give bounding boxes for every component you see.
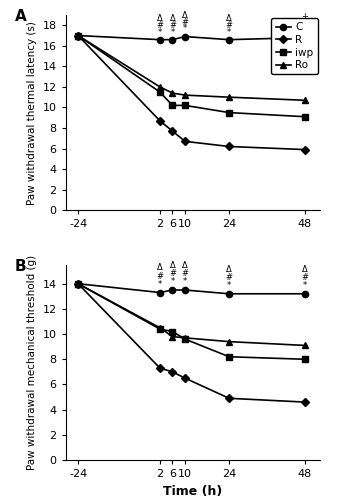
Ro bbox=[302, 98, 307, 103]
C bbox=[227, 36, 231, 43]
Text: *: * bbox=[227, 281, 231, 290]
C bbox=[170, 287, 175, 293]
C bbox=[183, 34, 187, 40]
C bbox=[227, 291, 231, 297]
Text: *: * bbox=[183, 24, 187, 34]
Text: #: # bbox=[182, 18, 189, 27]
Ro bbox=[183, 335, 187, 341]
Text: Δ: Δ bbox=[170, 14, 175, 23]
Ro bbox=[183, 92, 187, 98]
R bbox=[76, 32, 80, 38]
iwp bbox=[158, 89, 162, 95]
C bbox=[170, 36, 175, 43]
Text: *: * bbox=[227, 28, 231, 36]
X-axis label: Time (h): Time (h) bbox=[163, 484, 222, 498]
Text: Δ: Δ bbox=[302, 264, 308, 274]
iwp bbox=[183, 336, 187, 342]
Line: Ro: Ro bbox=[75, 280, 308, 348]
Text: #: # bbox=[226, 21, 233, 30]
C bbox=[76, 32, 80, 38]
iwp bbox=[183, 102, 187, 108]
iwp bbox=[170, 102, 175, 108]
Ro bbox=[170, 334, 175, 340]
Legend: C, R, iwp, Ro: C, R, iwp, Ro bbox=[272, 18, 318, 74]
Y-axis label: Paw withdrawal thermal latency (s): Paw withdrawal thermal latency (s) bbox=[27, 20, 37, 204]
Text: *: * bbox=[158, 28, 162, 36]
C bbox=[158, 290, 162, 296]
Text: *: * bbox=[183, 277, 187, 286]
Ro bbox=[158, 325, 162, 331]
R bbox=[170, 369, 175, 375]
Line: C: C bbox=[75, 280, 308, 297]
iwp bbox=[76, 32, 80, 38]
Ro bbox=[170, 90, 175, 96]
C bbox=[183, 287, 187, 293]
iwp bbox=[227, 110, 231, 116]
Text: *: * bbox=[170, 277, 175, 286]
Line: R: R bbox=[75, 32, 308, 152]
Text: Δ: Δ bbox=[226, 264, 232, 274]
Ro bbox=[302, 342, 307, 348]
iwp bbox=[170, 328, 175, 334]
iwp bbox=[302, 114, 307, 119]
Line: Ro: Ro bbox=[75, 32, 308, 104]
Text: #: # bbox=[169, 269, 176, 278]
Text: #: # bbox=[301, 19, 308, 28]
Text: Δ: Δ bbox=[182, 11, 188, 20]
Text: *: * bbox=[302, 26, 307, 35]
R bbox=[302, 399, 307, 405]
Ro bbox=[227, 338, 231, 344]
Ro bbox=[227, 94, 231, 100]
iwp bbox=[227, 354, 231, 360]
Text: #: # bbox=[182, 269, 189, 278]
R bbox=[76, 280, 80, 286]
Text: *: * bbox=[302, 281, 307, 290]
Ro bbox=[158, 84, 162, 90]
Ro bbox=[76, 280, 80, 286]
Line: iwp: iwp bbox=[75, 32, 308, 120]
Text: B: B bbox=[15, 259, 26, 274]
Line: iwp: iwp bbox=[75, 280, 308, 362]
iwp bbox=[302, 356, 307, 362]
Text: #: # bbox=[301, 273, 308, 282]
R bbox=[302, 146, 307, 152]
R bbox=[227, 144, 231, 150]
Text: #: # bbox=[157, 21, 163, 30]
C bbox=[76, 280, 80, 286]
C bbox=[302, 291, 307, 297]
iwp bbox=[76, 280, 80, 286]
C bbox=[158, 36, 162, 43]
Line: C: C bbox=[75, 32, 308, 43]
Line: R: R bbox=[75, 280, 308, 405]
Text: #: # bbox=[169, 21, 176, 30]
Text: #: # bbox=[157, 272, 163, 280]
Text: Δ: Δ bbox=[182, 261, 188, 270]
R bbox=[170, 128, 175, 134]
R bbox=[183, 375, 187, 381]
R bbox=[158, 118, 162, 124]
Text: *: * bbox=[170, 28, 175, 36]
Text: A: A bbox=[15, 9, 26, 24]
iwp bbox=[158, 326, 162, 332]
R bbox=[227, 396, 231, 402]
R bbox=[158, 365, 162, 371]
Ro bbox=[76, 32, 80, 38]
Text: Δ: Δ bbox=[170, 261, 175, 270]
Text: +: + bbox=[301, 12, 308, 21]
Y-axis label: Paw withdrawal mechanical threshold (g): Paw withdrawal mechanical threshold (g) bbox=[27, 255, 37, 470]
Text: Δ: Δ bbox=[157, 264, 163, 272]
Text: #: # bbox=[226, 273, 233, 282]
Text: Δ: Δ bbox=[157, 14, 163, 23]
R bbox=[183, 138, 187, 144]
Text: *: * bbox=[158, 280, 162, 288]
Text: Δ: Δ bbox=[226, 14, 232, 23]
C bbox=[302, 34, 307, 40]
